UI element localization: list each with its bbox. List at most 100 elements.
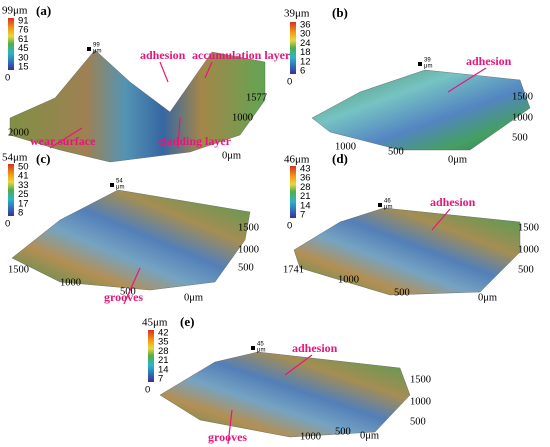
panel-label: (c) — [36, 151, 50, 166]
peak-unit: μm — [93, 49, 101, 55]
annotation: adhesion — [140, 48, 186, 62]
annotation: wear surface — [30, 134, 96, 148]
annotation-arrow — [49, 127, 83, 149]
colorbar-tick: 0 — [287, 221, 292, 232]
colorbar-tick: 7 — [300, 210, 305, 221]
colorbar-tick: 21 — [300, 191, 311, 202]
colorbar-tick: 15 — [18, 62, 29, 73]
peak-marker — [378, 203, 382, 207]
colorbar-tick: 18 — [300, 47, 311, 58]
panel-label: (e) — [180, 314, 194, 329]
axis-label: 1500 — [238, 222, 259, 233]
axis-label: 500 — [410, 416, 426, 427]
colorbar-tick: 21 — [158, 355, 169, 366]
annotation: grooves — [208, 430, 247, 444]
annotation: cladding layer — [158, 134, 232, 148]
surface-image — [311, 69, 531, 151]
peak-value: 45 — [257, 342, 264, 348]
peak-value: 39 — [424, 58, 431, 64]
annotation-arrow — [177, 117, 181, 149]
annotation-arrow — [227, 409, 233, 445]
annotation: accumulation layer — [192, 48, 291, 62]
annotation: adhesion — [430, 195, 476, 209]
axis-label: 1000 — [512, 112, 533, 123]
axis-label: 1500 — [518, 222, 539, 233]
axis-label: 1000 — [410, 396, 431, 407]
panel-label: (d) — [332, 151, 348, 166]
axis-label: 500 — [394, 287, 410, 298]
peak-value: 46 — [384, 199, 391, 205]
colorbar-tick: 43 — [300, 164, 311, 175]
annotation-arrow — [123, 267, 141, 305]
peak-value: 99 — [93, 43, 100, 49]
axis-label: 1000 — [335, 141, 356, 152]
peak-unit: μm — [384, 205, 392, 211]
colorbar-tick: 8 — [18, 208, 23, 219]
peak-marker — [110, 183, 114, 187]
axis-label: 0μm — [448, 154, 467, 165]
annotation-arrow — [204, 61, 213, 79]
colorbar-tick: 0 — [5, 219, 10, 230]
annotation-arrow — [447, 67, 487, 93]
colorbar — [290, 22, 296, 74]
axis-label: 1000 — [518, 244, 539, 255]
colorbar-tick: 28 — [158, 346, 169, 357]
colorbar-tick: 91 — [18, 16, 29, 27]
colorbar — [8, 164, 14, 216]
colorbar-tick: 41 — [18, 171, 29, 182]
annotation-arrow — [431, 208, 451, 231]
colorbar-tick: 36 — [300, 173, 311, 184]
axis-label: 1000 — [60, 277, 81, 288]
colorbar-tick: 45 — [18, 43, 29, 54]
panel-label: (b) — [332, 5, 348, 20]
surface-image — [293, 207, 521, 296]
surface-image — [11, 189, 251, 291]
scale-max: 45μm — [142, 317, 168, 329]
colorbar-tick: 50 — [18, 162, 29, 173]
axis-label: 500 — [518, 264, 534, 275]
colorbar-tick: 33 — [18, 180, 29, 191]
annotation: grooves — [104, 290, 143, 304]
colorbar-tick: 25 — [18, 189, 29, 200]
axis-label: 2000 — [8, 127, 29, 138]
colorbar-tick: 0 — [287, 77, 292, 88]
axis-label: 1577 — [246, 92, 267, 103]
scale-max: 54μm — [2, 152, 28, 164]
peak-unit: μm — [257, 348, 265, 354]
surface-image — [159, 351, 411, 438]
axis-label: 500 — [238, 262, 254, 273]
axis-label: 1000 — [338, 274, 359, 285]
colorbar-tick: 17 — [18, 198, 29, 209]
axis-label: 0μm — [478, 292, 497, 303]
axis-label: 1500 — [8, 264, 29, 275]
axis-label: 1000 — [232, 112, 253, 123]
peak-marker — [418, 62, 422, 66]
peak-unit: μm — [116, 185, 124, 191]
axis-label: 500 — [120, 286, 136, 297]
colorbar-tick: 7 — [158, 374, 163, 385]
axis-label: 500 — [388, 146, 404, 157]
axis-label: 1500 — [410, 374, 431, 385]
peak-marker — [87, 47, 91, 51]
peak-value: 54 — [116, 179, 123, 185]
axis-label: 0μm — [360, 430, 379, 441]
colorbar-tick: 30 — [300, 29, 311, 40]
surface-image — [9, 49, 266, 163]
colorbar — [290, 166, 296, 218]
scale-max: 99μm — [2, 5, 28, 17]
colorbar-tick: 6 — [300, 66, 305, 77]
colorbar-tick: 24 — [300, 38, 311, 49]
colorbar-tick: 14 — [300, 200, 311, 211]
colorbar — [148, 330, 154, 382]
axis-label: 1000 — [238, 244, 259, 255]
colorbar — [8, 18, 14, 70]
colorbar-tick: 0 — [5, 73, 10, 84]
axis-label: 0μm — [222, 150, 241, 161]
peak-unit: μm — [424, 64, 432, 70]
colorbar-tick: 36 — [300, 20, 311, 31]
axis-label: 500 — [335, 426, 351, 437]
annotation-arrow — [159, 61, 169, 83]
colorbar-tick: 35 — [158, 337, 169, 348]
